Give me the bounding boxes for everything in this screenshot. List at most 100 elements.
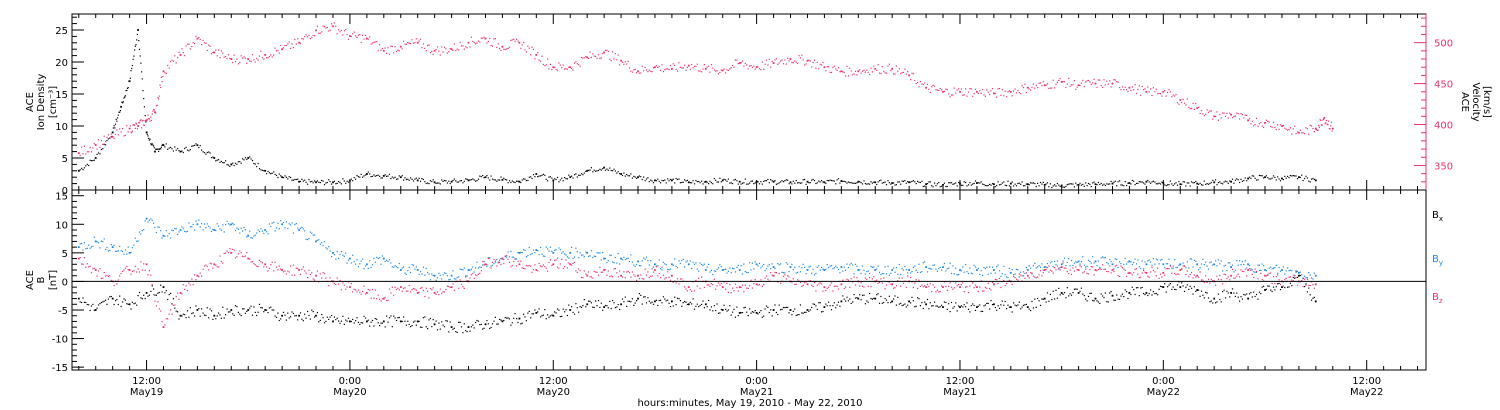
data-sample	[182, 52, 184, 54]
data-sample	[1219, 181, 1221, 183]
data-sample	[912, 73, 914, 75]
data-sample	[676, 70, 679, 72]
data-sample	[729, 267, 731, 269]
data-sample	[1226, 269, 1228, 272]
data-sample	[1127, 272, 1129, 274]
data-sample	[647, 71, 649, 73]
data-sample	[103, 135, 105, 137]
data-sample	[1277, 272, 1279, 274]
data-sample	[943, 182, 945, 184]
data-point	[806, 283, 809, 286]
data-sample	[1134, 293, 1136, 296]
data-sample	[733, 179, 735, 181]
data-sample	[1284, 278, 1286, 281]
data-sample	[1158, 277, 1160, 279]
data-sample	[681, 67, 683, 69]
data-sample	[717, 181, 720, 183]
data-sample	[404, 43, 406, 45]
data-sample	[116, 299, 118, 301]
data-sample	[96, 148, 98, 150]
data-sample	[1135, 263, 1138, 265]
data-sample	[774, 59, 776, 61]
data-sample	[1312, 297, 1314, 299]
data-sample	[297, 178, 299, 180]
data-sample	[304, 270, 306, 272]
data-sample	[750, 279, 752, 281]
data-sample	[275, 316, 278, 318]
data-sample	[1172, 94, 1174, 96]
data-sample	[271, 309, 273, 311]
data-sample	[1034, 182, 1036, 185]
data-sample	[812, 62, 814, 64]
data-point	[77, 169, 80, 172]
data-sample	[134, 237, 136, 239]
data-sample	[1065, 86, 1067, 89]
data-sample	[165, 143, 167, 145]
data-sample	[497, 261, 499, 263]
data-sample	[93, 236, 95, 238]
data-sample	[1030, 182, 1032, 184]
data-point	[298, 269, 300, 271]
data-sample	[1185, 185, 1187, 187]
data-sample	[441, 321, 443, 323]
data-sample	[393, 266, 395, 268]
data-sample	[998, 184, 1001, 186]
data-sample	[867, 71, 869, 74]
data-sample	[583, 172, 585, 174]
data-sample	[641, 178, 643, 181]
data-sample	[1253, 125, 1255, 127]
data-sample	[699, 182, 701, 184]
data-sample	[1248, 118, 1251, 120]
data-sample	[917, 81, 919, 83]
data-sample	[172, 230, 174, 232]
data-sample	[410, 326, 412, 328]
data-sample	[307, 310, 309, 313]
data-sample	[712, 310, 714, 312]
data-sample	[610, 169, 612, 172]
data-sample	[117, 250, 119, 252]
data-sample	[123, 97, 125, 99]
data-sample	[1133, 180, 1135, 182]
data-sample	[634, 302, 636, 304]
data-sample	[934, 286, 936, 288]
data-point	[281, 48, 283, 51]
data-sample	[592, 306, 594, 308]
legend-bz: Bz	[1432, 292, 1443, 305]
data-sample	[612, 170, 614, 172]
data-sample	[575, 173, 577, 175]
data-sample	[850, 182, 852, 184]
data-sample	[1210, 181, 1212, 184]
data-sample	[380, 177, 382, 179]
data-sample	[541, 266, 543, 268]
data-sample	[503, 258, 505, 261]
data-sample	[631, 71, 633, 73]
data-sample	[877, 181, 879, 183]
data-sample	[1063, 186, 1066, 188]
data-sample	[847, 300, 849, 302]
data-sample	[982, 310, 984, 312]
data-sample	[736, 59, 738, 61]
data-sample	[397, 49, 399, 51]
data-sample	[309, 181, 311, 183]
data-sample	[97, 304, 100, 306]
data-sample	[919, 285, 921, 287]
data-sample	[1083, 185, 1085, 187]
data-sample	[414, 178, 416, 180]
data-point	[467, 179, 470, 182]
data-sample	[715, 270, 717, 272]
data-sample	[333, 316, 335, 318]
data-point	[349, 35, 351, 37]
data-sample	[148, 270, 150, 272]
data-sample	[1109, 292, 1111, 294]
data-sample	[421, 178, 423, 180]
data-sample	[1022, 86, 1025, 89]
data-sample	[532, 249, 535, 251]
data-sample	[1292, 128, 1294, 130]
data-sample	[597, 274, 600, 276]
data-sample	[482, 37, 484, 39]
data-sample	[751, 180, 753, 182]
data-sample	[102, 143, 104, 145]
data-sample	[244, 157, 246, 159]
data-sample	[490, 265, 492, 267]
data-sample	[329, 180, 331, 183]
